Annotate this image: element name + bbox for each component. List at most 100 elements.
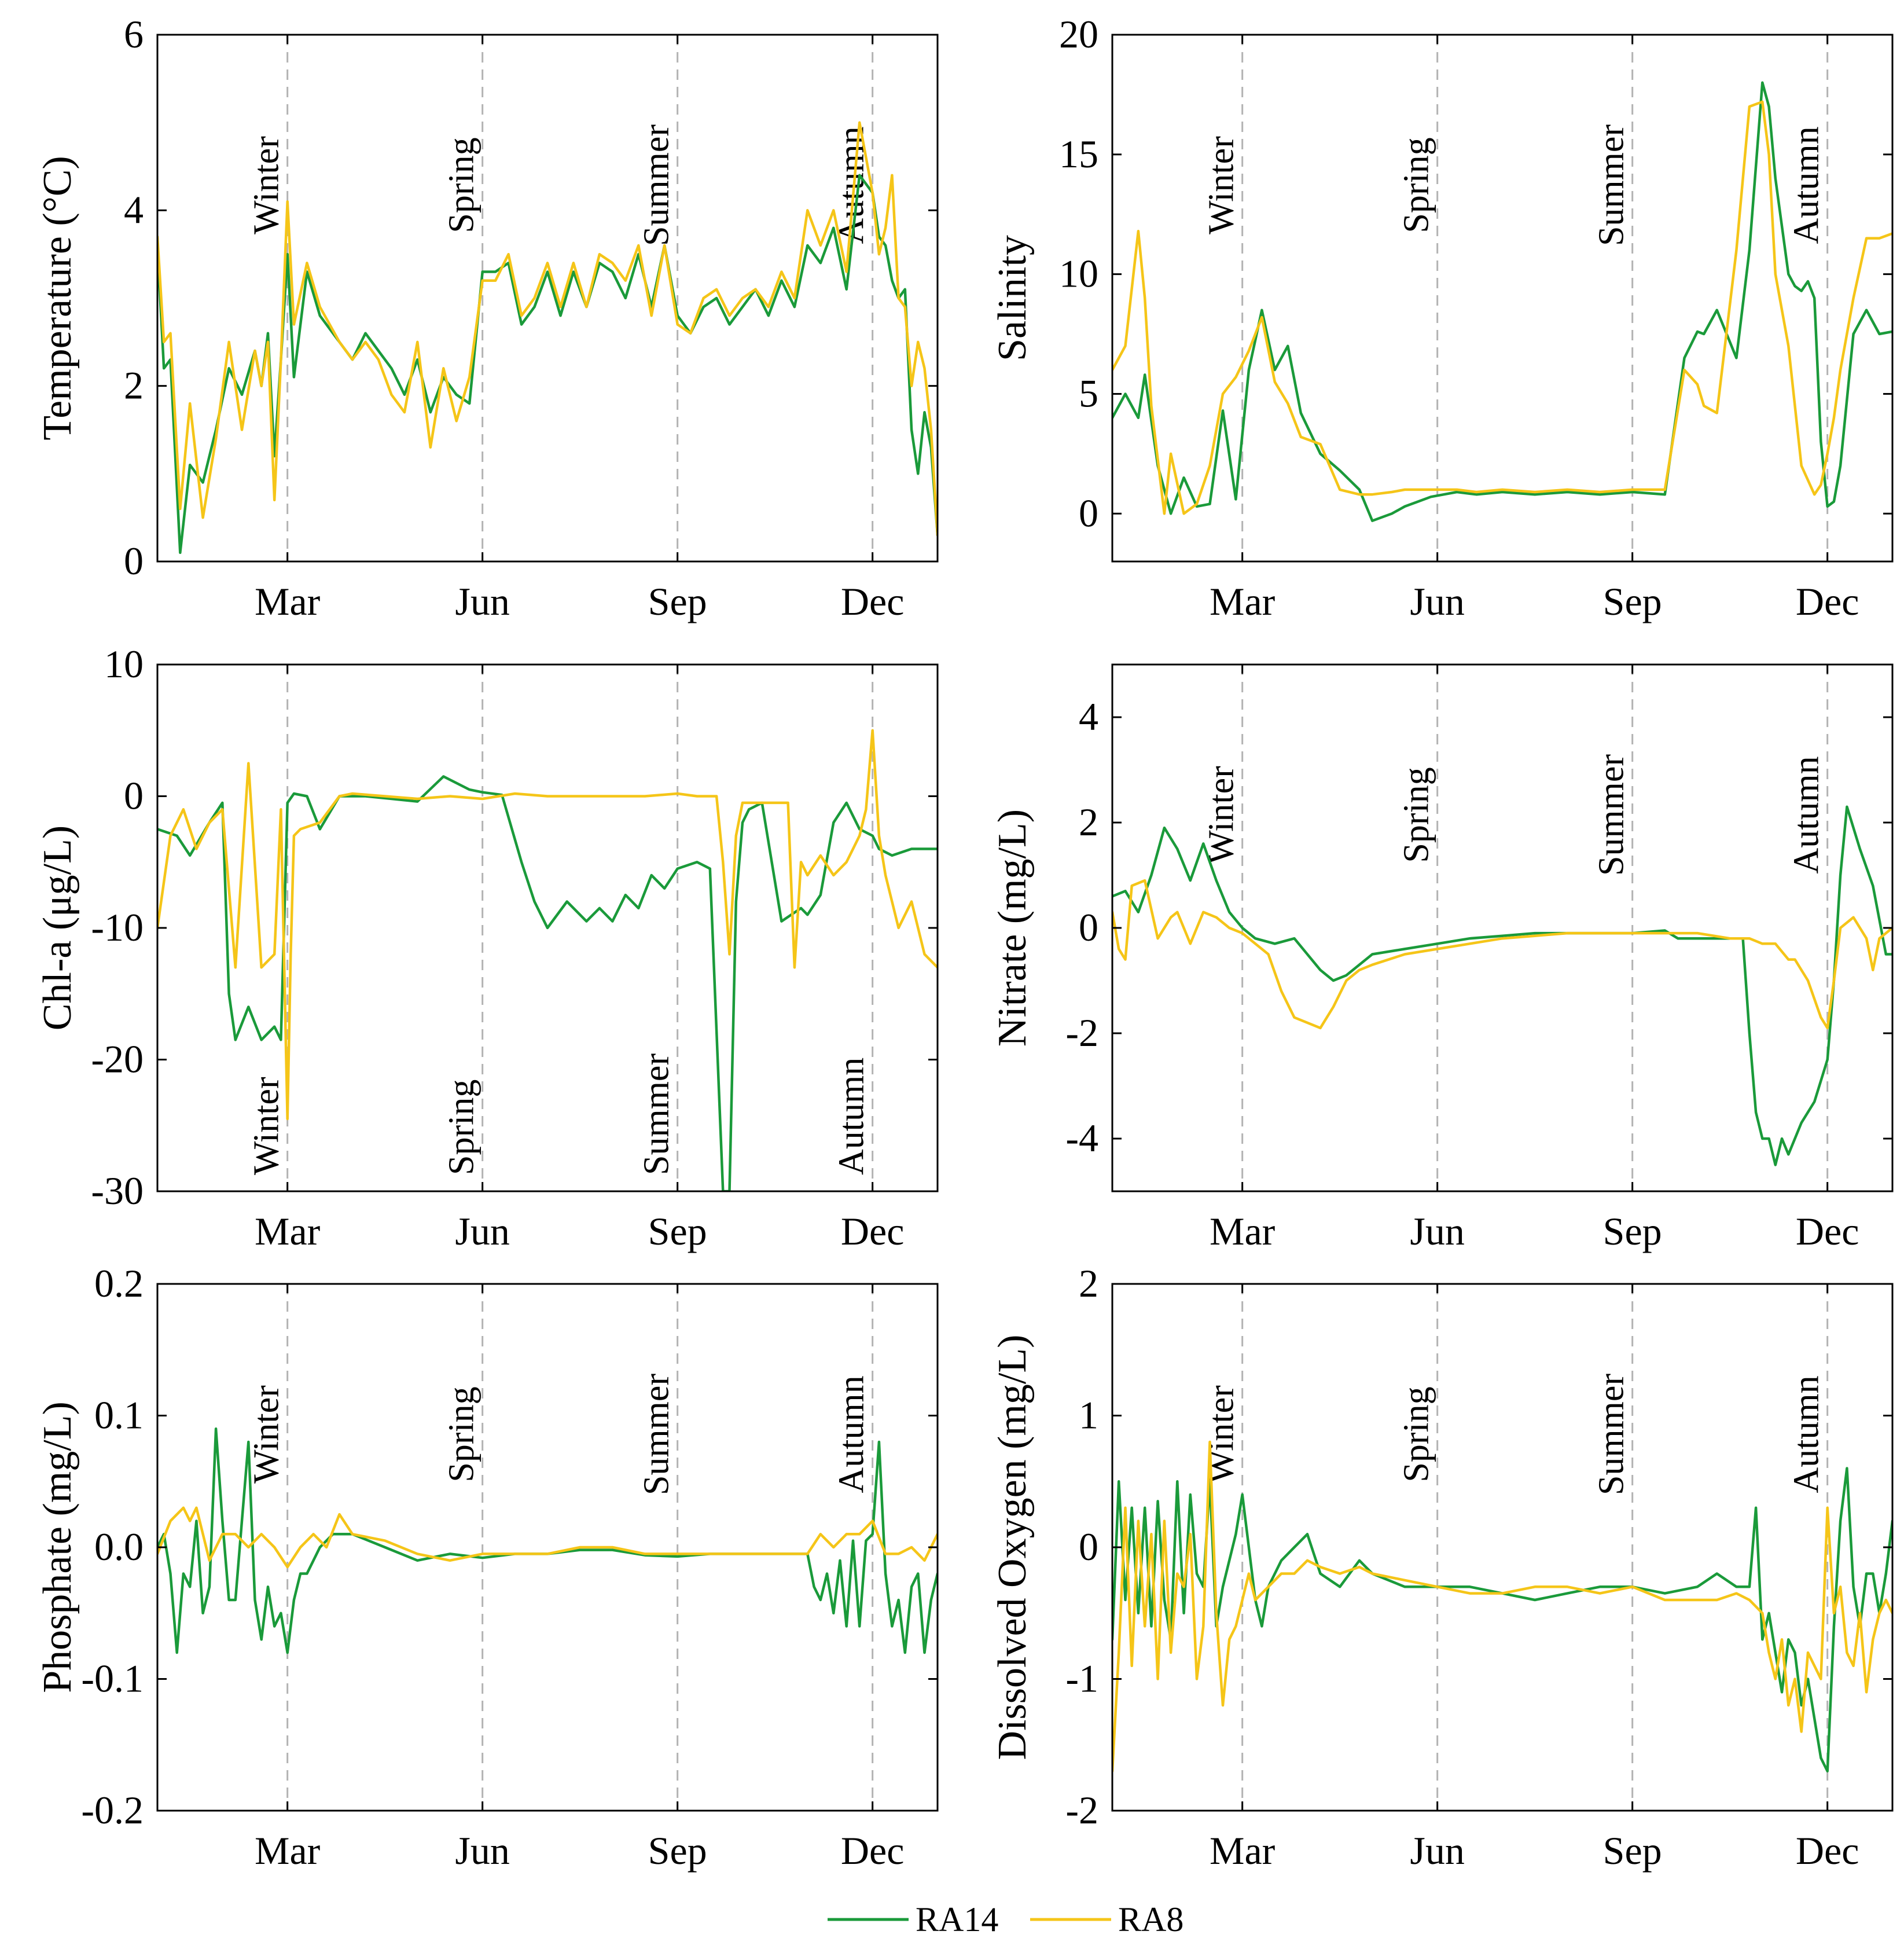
panel-phosphate: Winter Spring Summer Autumn -0.2 -0.1 0.0 0.1 0.…: [35, 1261, 939, 1873]
x-tick-label-sep: Sep: [648, 1829, 707, 1873]
y-tick-label: -10: [91, 905, 144, 949]
y-tick-label: 4: [1079, 695, 1098, 739]
x-tick-label-jun: Jun: [1410, 579, 1464, 623]
series-line-ra8: [1112, 100, 1892, 515]
y-tick-label: -0.1: [81, 1657, 144, 1701]
y-tick-label: 0: [124, 539, 144, 583]
y-axis-label: Temperature (°C): [35, 156, 80, 440]
y-tick-label: 0: [1079, 491, 1098, 535]
x-tick-label-jun: Jun: [455, 1209, 509, 1253]
x-tick-label-dec: Dec: [1796, 1829, 1859, 1873]
x-tick-label-dec: Dec: [1796, 1209, 1859, 1253]
x-tick-label-sep: Sep: [1603, 1829, 1662, 1873]
season-label-summer: Summer: [637, 1374, 677, 1495]
x-tick-label-jun: Jun: [455, 579, 509, 623]
season-label-summer: Summer: [1592, 1374, 1631, 1495]
y-tick-label: 0.1: [94, 1393, 144, 1437]
x-tick-label-sep: Sep: [648, 1209, 707, 1253]
plot-frame: [1111, 1283, 1894, 1812]
series-line-ra8: [1112, 1440, 1892, 1773]
y-axis-label: Dissolved Oxygen (mg/L): [990, 1335, 1035, 1760]
x-tick-label-dec: Dec: [841, 579, 904, 623]
y-tick-label: 0.0: [94, 1525, 144, 1569]
x-tick-label-dec: Dec: [841, 1209, 904, 1253]
y-axis-label: Salinity: [990, 235, 1035, 361]
plot-frame: [156, 34, 939, 563]
x-tick-label-mar: Mar: [1210, 1209, 1276, 1253]
series-line-ra8: [157, 1506, 938, 1569]
x-tick-label-mar: Mar: [255, 1209, 321, 1253]
x-tick-label-jun: Jun: [455, 1829, 509, 1873]
y-axis-label: Nitrate (mg/L): [990, 809, 1035, 1047]
series-line-ra14: [157, 775, 938, 1191]
season-label-autumn: Autumn: [1787, 1375, 1826, 1493]
y-tick-label: 20: [1059, 12, 1098, 56]
y-tick-label: 5: [1079, 371, 1098, 415]
y-tick-label: 2: [1079, 1261, 1098, 1305]
season-label-spring: Spring: [1397, 1386, 1436, 1482]
season-label-winter: Winter: [247, 136, 286, 234]
season-label-winter: Winter: [247, 1077, 286, 1175]
series-line-ra8: [157, 729, 938, 1121]
y-tick-label: -20: [91, 1037, 144, 1081]
y-tick-label: 10: [1059, 252, 1098, 296]
y-tick-label: -30: [91, 1169, 144, 1213]
y-tick-label: 15: [1059, 132, 1098, 176]
y-tick-label: -4: [1065, 1116, 1098, 1160]
x-tick-label-mar: Mar: [1210, 579, 1276, 623]
x-tick-label-dec: Dec: [841, 1829, 904, 1873]
y-tick-label: 1: [1079, 1393, 1098, 1437]
legend: RA14 RA8: [828, 1900, 1183, 1939]
season-label-spring: Spring: [442, 1386, 481, 1482]
season-label-winter: Winter: [247, 1385, 286, 1484]
x-tick-label-mar: Mar: [255, 1829, 321, 1873]
season-label-autumn: Autumn: [1787, 126, 1826, 244]
series-line-ra14: [157, 1427, 938, 1654]
x-tick-label-sep: Sep: [1603, 1209, 1662, 1253]
season-label-spring: Spring: [442, 1080, 481, 1175]
legend-label-ra14: RA14: [916, 1900, 998, 1939]
season-label-spring: Spring: [1397, 767, 1436, 862]
season-label-winter: Winter: [1202, 136, 1241, 234]
x-tick-label-jun: Jun: [1410, 1209, 1464, 1253]
y-tick-label: 0.2: [94, 1261, 144, 1305]
panel-salinity: Winter Spring Summer Autumn 0 5 10 15 20 Mar Jun Se…: [990, 12, 1894, 623]
season-label-summer: Summer: [637, 1054, 677, 1175]
y-tick-label: 2: [1079, 800, 1098, 844]
y-tick-label: 6: [124, 12, 144, 56]
x-tick-label-sep: Sep: [1603, 579, 1662, 623]
panel-nitrate: Winter Spring Summer Autumn -4 -2 0 2 4 Mar Jun Sep…: [990, 663, 1894, 1253]
season-label-autumn: Autumn: [832, 1375, 872, 1493]
season-label-spring: Spring: [442, 137, 481, 233]
series-line-ra8: [157, 121, 938, 537]
season-label-autumn: Autumn: [1787, 756, 1826, 873]
y-tick-label: -1: [1065, 1657, 1098, 1701]
y-axis-label: Phosphate (mg/L): [35, 1401, 80, 1693]
panel-chla: Winter Spring Summer Autumn -30 -20 -10 0 10 Mar J…: [35, 642, 939, 1253]
x-tick-label-sep: Sep: [648, 579, 707, 623]
series-line-ra14: [1112, 81, 1892, 522]
x-tick-label-jun: Jun: [1410, 1829, 1464, 1873]
plot-frame: [1111, 34, 1894, 563]
x-tick-label-mar: Mar: [1210, 1829, 1276, 1873]
y-tick-label: -2: [1065, 1011, 1098, 1055]
y-tick-label: 0: [1079, 1525, 1098, 1569]
season-label-summer: Summer: [637, 124, 677, 246]
y-tick-label: 0: [1079, 905, 1098, 949]
y-axis-label: Chl-a (μg/L): [35, 825, 80, 1030]
y-tick-label: -0.2: [81, 1788, 144, 1832]
season-label-autumn: Autumn: [832, 1058, 872, 1175]
y-tick-label: -2: [1065, 1788, 1098, 1832]
y-tick-label: 4: [124, 188, 144, 232]
y-tick-label: 2: [124, 364, 144, 408]
series-line-ra8: [1112, 879, 1892, 1030]
season-label-spring: Spring: [1397, 137, 1436, 233]
series-line-ra14: [1112, 1467, 1892, 1773]
y-tick-label: 0: [124, 774, 144, 818]
season-label-winter: Winter: [1202, 766, 1241, 864]
season-label-summer: Summer: [1592, 754, 1631, 876]
season-label-summer: Summer: [1592, 124, 1631, 246]
